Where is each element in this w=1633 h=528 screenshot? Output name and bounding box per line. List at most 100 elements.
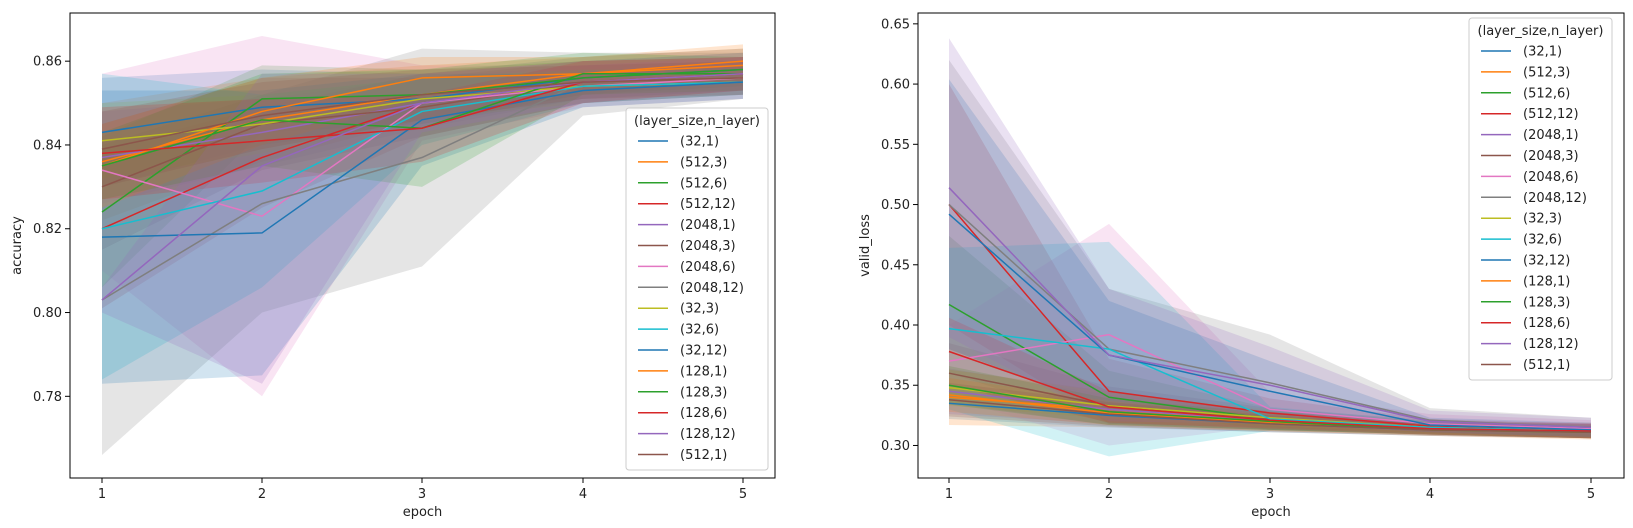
legend-label: (2048,1) [680, 218, 736, 233]
legend-label: (128,12) [680, 427, 736, 442]
legend-box [1468, 17, 1613, 381]
x-tick-label: 2 [1105, 487, 1113, 502]
legend-label: (128,3) [1523, 295, 1570, 310]
legend-label: (512,12) [680, 197, 736, 212]
confidence-band [949, 79, 1591, 438]
legend-label: (128,1) [1523, 274, 1570, 289]
confidence-band [949, 317, 1591, 439]
legend-label: (2048,6) [680, 260, 736, 275]
legend-label: (128,6) [1523, 316, 1570, 331]
legend-label: (512,12) [1523, 107, 1579, 122]
confidence-band [102, 56, 743, 250]
y-tick-label: 0.86 [33, 55, 62, 70]
confidence-band [102, 48, 743, 455]
series-line [948, 203, 1592, 429]
legend-label: (512,3) [680, 155, 727, 170]
series-line [948, 398, 1592, 433]
series-line [948, 213, 1592, 431]
legend-label: (2048,12) [1523, 191, 1587, 206]
y-tick-label: 0.50 [881, 198, 910, 213]
y-tick-label: 0.35 [881, 379, 910, 394]
series-lines [948, 187, 1592, 433]
confidence-band [102, 36, 743, 397]
y-tick-label: 0.65 [881, 17, 910, 32]
confidence-band [102, 69, 743, 179]
legend-label: (512,1) [680, 448, 727, 463]
series-line [948, 204, 1592, 432]
legend: (layer_size,n_layer) (32,1) (512,3) (512,6)… [1468, 17, 1613, 381]
y-axis-label: valid_loss [858, 214, 873, 277]
legend-label: (2048,3) [680, 239, 736, 254]
series-line [101, 81, 744, 238]
legend-title: (layer_size,n_layer) [1478, 24, 1604, 39]
legend-label: (128,12) [1523, 337, 1579, 352]
confidence-band [102, 56, 743, 204]
y-axis-label: accuracy [10, 216, 25, 275]
legend-label: (32,6) [1523, 233, 1562, 248]
legend-label: (128,3) [680, 385, 727, 400]
legend-box [625, 107, 769, 471]
legend-label: (32,6) [680, 323, 719, 338]
confidence-band [949, 223, 1591, 446]
series-line [948, 187, 1592, 429]
legend-label: (512,6) [1523, 86, 1570, 101]
legend-label: (2048,3) [1523, 149, 1579, 164]
legend-label: (32,1) [1523, 45, 1562, 60]
confidence-band [949, 38, 1591, 438]
legend-label: (512,3) [1523, 65, 1570, 80]
series-line [948, 333, 1592, 430]
series-line [948, 327, 1592, 432]
legend-label: (128,1) [680, 364, 727, 379]
x-tick-label: 4 [579, 487, 587, 502]
legend-label: (128,6) [680, 406, 727, 421]
confidence-band [102, 61, 743, 187]
x-axis-label: epoch [1251, 505, 1291, 520]
legend-label: (2048,6) [1523, 170, 1579, 185]
confidence-band [949, 241, 1591, 457]
y-tick-label: 0.30 [881, 439, 910, 454]
series-line [101, 64, 744, 167]
series-line [101, 72, 744, 301]
legend-label: (32,1) [680, 135, 719, 150]
series-lines [101, 60, 744, 301]
confidence-band [102, 44, 743, 221]
x-tick-label: 1 [945, 487, 953, 502]
x-tick-label: 3 [1266, 487, 1274, 502]
y-tick-label: 0.60 [881, 78, 910, 93]
x-tick-label: 1 [98, 487, 106, 502]
y-tick-label: 0.82 [33, 222, 62, 237]
confidence-band [949, 365, 1591, 439]
x-axis-label: epoch [403, 505, 443, 520]
legend-label: (32,3) [1523, 212, 1562, 227]
confidence-band [102, 52, 743, 384]
series-line [101, 81, 744, 230]
confidence-band [102, 52, 743, 200]
y-tick-label: 0.80 [33, 306, 62, 321]
legend-label: (32,12) [1523, 254, 1570, 269]
x-tick-label: 4 [1426, 487, 1434, 502]
confidence-band [102, 48, 743, 208]
legend-label: (32,3) [680, 302, 719, 317]
confidence-band [949, 59, 1591, 438]
legend-label: (512,6) [680, 176, 727, 191]
series-line [948, 350, 1592, 432]
confidence-band [949, 235, 1591, 439]
x-tick-label: 2 [258, 487, 266, 502]
legend-label: (2048,1) [1523, 128, 1579, 143]
confidence-band [949, 378, 1591, 439]
legend-title: (layer_size,n_layer) [634, 114, 760, 129]
y-tick-label: 0.84 [33, 138, 62, 153]
legend-label: (32,12) [680, 344, 727, 359]
x-tick-label: 5 [1587, 487, 1595, 502]
legend-label: (512,1) [1523, 358, 1570, 373]
accuracy-chart: 1 2 3 4 5 0.78 0.80 0.82 0.84 0.86 epoch accuracy (l… [10, 12, 776, 520]
confidence-band [949, 368, 1591, 439]
y-tick-label: 0.55 [881, 138, 910, 153]
y-tick-label: 0.40 [881, 319, 910, 334]
x-tick-label: 3 [418, 487, 426, 502]
y-tick-label: 0.78 [33, 390, 62, 405]
y-tick-label: 0.45 [881, 258, 910, 273]
confidence-band [102, 48, 743, 187]
